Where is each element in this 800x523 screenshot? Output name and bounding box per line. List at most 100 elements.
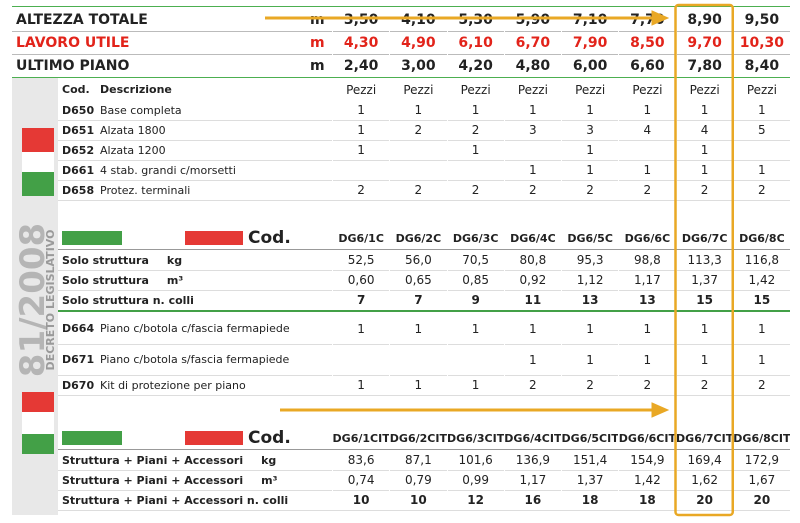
value-cell: 20 [675, 490, 733, 510]
row-line [58, 395, 790, 396]
value-cell: 1 [732, 160, 790, 180]
model: DG6/7C [675, 227, 733, 249]
code: D670 [62, 378, 95, 392]
model: DG6/6CIT [618, 427, 676, 449]
value-cell: 2 [675, 375, 733, 395]
unit-header: Pezzi [675, 80, 733, 99]
value-cell [332, 160, 389, 180]
value-cell: 1 [503, 344, 561, 375]
unit: m [310, 34, 325, 51]
model: DG6/8CIT [732, 427, 790, 449]
value-cell: 5,30 [446, 8, 504, 31]
value-cell: 1,62 [675, 470, 733, 490]
green-bar [62, 431, 122, 445]
value-cell: 1 [618, 160, 675, 180]
value-cell: 0,65 [389, 270, 446, 290]
value-cell: 1 [446, 313, 504, 344]
model: DG6/3CIT [446, 427, 504, 449]
value-cell: 116,8 [732, 250, 790, 270]
unit-header: Pezzi [389, 80, 446, 99]
value-cell: 1,42 [732, 270, 790, 290]
value-cell: 0,92 [503, 270, 561, 290]
value-cell: 80,8 [503, 250, 561, 270]
value-cell: 1 [561, 100, 618, 120]
value-cell: 3 [503, 120, 561, 140]
value-cell: 1 [332, 375, 389, 395]
unit: kg [261, 453, 277, 467]
value-cell: 3,50 [332, 8, 389, 31]
value-cell: 4 [675, 120, 733, 140]
value-cell: 13 [618, 290, 675, 310]
value-cell [389, 160, 446, 180]
value-cell: 1 [503, 100, 561, 120]
value-cell: 1 [332, 313, 389, 344]
description: Alzata 1800 [100, 123, 166, 137]
row-label: Solo struttura n. colli [62, 290, 330, 310]
row-line [58, 200, 790, 201]
value-cell: 1 [732, 313, 790, 344]
value-cell: 2 [732, 180, 790, 200]
value-cell: 1 [561, 160, 618, 180]
unit-header: Pezzi [732, 80, 790, 99]
model: DG6/4C [503, 227, 561, 249]
value-cell: 11 [503, 290, 561, 310]
row-line [58, 120, 790, 121]
value-cell: 1,17 [618, 270, 675, 290]
value-cell: 1 [561, 313, 618, 344]
value-cell [732, 140, 790, 160]
unit: kg [166, 253, 183, 267]
value-cell [389, 140, 446, 160]
value-cell: 6,00 [561, 54, 618, 77]
row-label: ULTIMO PIANO [16, 57, 130, 74]
model: DG6/2C [389, 227, 446, 249]
value-cell: 0,60 [332, 270, 389, 290]
code: D658 [62, 183, 95, 197]
value-cell: 136,9 [503, 450, 561, 470]
row-line [58, 249, 790, 250]
unit-header: Pezzi [332, 80, 389, 99]
value-cell: 1 [503, 160, 561, 180]
description: Protez. terminali [100, 183, 191, 197]
description: Kit di protezione per piano [100, 378, 246, 392]
description: 4 stab. grandi c/morsetti [100, 163, 236, 177]
model: DG6/1CIT [332, 427, 389, 449]
value-cell: 18 [618, 490, 675, 510]
value-cell [332, 344, 389, 375]
row-label: LAVORO UTILE [16, 34, 130, 51]
value-cell [618, 140, 675, 160]
value-cell: 1,37 [675, 270, 733, 290]
value-cell: 169,4 [675, 450, 733, 470]
value-cell [503, 140, 561, 160]
model: DG6/8C [732, 227, 790, 249]
value-cell: 52,5 [332, 250, 389, 270]
label-text: Solo struttura [62, 273, 149, 287]
value-cell: 1 [503, 313, 561, 344]
value-cell: 101,6 [446, 450, 504, 470]
value-cell: 2 [389, 180, 446, 200]
red-bar [185, 231, 243, 245]
model: DG6/1C [332, 227, 389, 249]
flag-green [22, 172, 54, 196]
value-cell: 1 [332, 140, 389, 160]
value-cell: 15 [732, 290, 790, 310]
value-cell: 1,37 [561, 470, 618, 490]
value-cell: 6,10 [446, 31, 504, 54]
model: DG6/6C [618, 227, 675, 249]
value-cell: 154,9 [618, 450, 675, 470]
description: Piano c/botola c/fascia fermapiede [100, 322, 290, 335]
value-cell: 1 [332, 100, 389, 120]
value-cell: 1 [618, 313, 675, 344]
value-cell: 7,10 [561, 8, 618, 31]
value-cell: 172,9 [732, 450, 790, 470]
side-number: 81/2008 [13, 223, 53, 377]
value-cell: 2 [732, 375, 790, 395]
code: D661 [62, 163, 95, 177]
value-cell: 0,79 [389, 470, 446, 490]
value-cell: 5,90 [503, 8, 561, 31]
value-cell: 1,42 [618, 470, 675, 490]
value-cell: 20 [732, 490, 790, 510]
row-line [12, 77, 790, 78]
value-cell: 0,85 [446, 270, 504, 290]
value-cell: 15 [675, 290, 733, 310]
